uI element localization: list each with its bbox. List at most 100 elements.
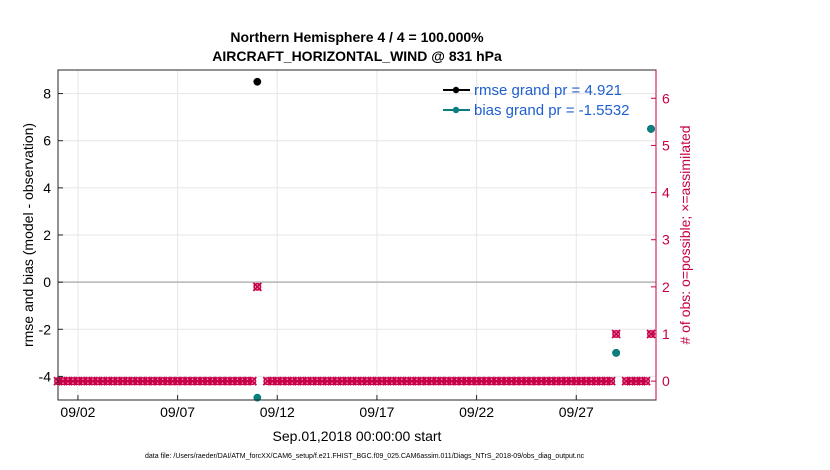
obs-assimilated-cross bbox=[641, 376, 651, 386]
obs-possible-circle bbox=[108, 377, 117, 386]
obs-possible-circle bbox=[552, 377, 561, 386]
obs-assimilated-cross bbox=[247, 376, 257, 386]
obs-possible-circle bbox=[228, 377, 237, 386]
obs-possible-circle bbox=[577, 377, 586, 386]
obs-possible-circle bbox=[432, 377, 441, 386]
obs-possible-circle bbox=[607, 377, 616, 386]
y-tick-label-right: 2 bbox=[662, 279, 670, 295]
obs-possible-circle bbox=[343, 377, 352, 386]
obs-possible-circle bbox=[597, 377, 606, 386]
obs-possible-circle bbox=[357, 377, 366, 386]
obs-possible-circle bbox=[193, 377, 202, 386]
x-tick-label: 09/17 bbox=[359, 404, 394, 420]
obs-possible-circle bbox=[298, 377, 307, 386]
y-tick-label-left: -2 bbox=[39, 321, 52, 337]
obs-assimilated-cross bbox=[606, 376, 616, 386]
obs-possible-circle bbox=[123, 377, 132, 386]
obs-possible-circle bbox=[412, 377, 421, 386]
y-tick-label-left: -4 bbox=[39, 368, 52, 384]
obs-possible-circle bbox=[288, 377, 297, 386]
y-tick-label-left: 6 bbox=[43, 133, 51, 149]
obs-possible-circle bbox=[283, 377, 292, 386]
obs-possible-circle bbox=[522, 377, 531, 386]
obs-possible-circle bbox=[422, 377, 431, 386]
obs-possible-circle bbox=[632, 377, 641, 386]
obs-possible-circle bbox=[238, 377, 247, 386]
obs-possible-circle bbox=[352, 377, 361, 386]
x-tick-label: 09/02 bbox=[60, 404, 95, 420]
obs-possible-circle bbox=[98, 377, 107, 386]
y-tick-label-left: 2 bbox=[43, 227, 51, 243]
obs-count-marker bbox=[247, 376, 257, 386]
obs-possible-circle bbox=[268, 377, 277, 386]
obs-possible-circle bbox=[183, 377, 192, 386]
obs-possible-circle bbox=[253, 282, 262, 291]
obs-possible-circle bbox=[248, 377, 257, 386]
ticks-layer: 09/02 09/07 09/12 09/17 09/22 09/27 -4 -2 0 2 4 6 8 0… bbox=[39, 70, 670, 420]
obs-possible-circle bbox=[542, 377, 551, 386]
obs-possible-circle bbox=[243, 377, 252, 386]
obs-assimilated-cross bbox=[611, 329, 621, 339]
y-tick-label-right: 5 bbox=[662, 137, 670, 153]
bias-point bbox=[647, 125, 655, 133]
x-tick-label: 09/07 bbox=[160, 404, 195, 420]
obs-possible-circle bbox=[537, 377, 546, 386]
obs-possible-circle bbox=[562, 377, 571, 386]
obs-possible-circle bbox=[83, 377, 92, 386]
obs-possible-circle bbox=[113, 377, 122, 386]
obs-possible-circle bbox=[188, 377, 197, 386]
y-tick-label-right: 0 bbox=[662, 373, 670, 389]
obs-possible-circle bbox=[387, 377, 396, 386]
y-axis-label-left: rmse and bias (model - observation) bbox=[20, 123, 36, 347]
obs-possible-circle bbox=[223, 377, 232, 386]
obs-possible-circle bbox=[502, 377, 511, 386]
obs-possible-circle bbox=[492, 377, 501, 386]
obs-possible-circle bbox=[73, 377, 82, 386]
obs-count-marker bbox=[611, 329, 621, 339]
obs-possible-circle bbox=[507, 377, 516, 386]
obs-possible-circle bbox=[273, 377, 282, 386]
obs-possible-circle bbox=[407, 377, 416, 386]
obs-possible-circle bbox=[482, 377, 491, 386]
obs-possible-circle bbox=[218, 377, 227, 386]
obs-possible-circle bbox=[602, 377, 611, 386]
obs-possible-circle bbox=[88, 377, 97, 386]
obs-possible-circle bbox=[447, 377, 456, 386]
x-axis-label: Sep.01,2018 00:00:00 start bbox=[273, 428, 442, 444]
obs-possible-circle bbox=[427, 377, 436, 386]
obs-possible-circle bbox=[462, 377, 471, 386]
obs-possible-circle bbox=[627, 377, 636, 386]
obs-possible-circle bbox=[158, 377, 167, 386]
obs-possible-circle bbox=[318, 377, 327, 386]
obs-possible-circle bbox=[372, 377, 381, 386]
obs-possible-circle bbox=[377, 377, 386, 386]
x-tick-label: 09/12 bbox=[260, 404, 295, 420]
x-tick-label: 09/27 bbox=[559, 404, 594, 420]
y-tick-label-right: 6 bbox=[662, 90, 670, 106]
obs-possible-circle bbox=[457, 377, 466, 386]
y-tick-label-left: 8 bbox=[43, 86, 51, 102]
obs-assimilated-cross bbox=[252, 282, 262, 292]
obs-possible-circle bbox=[472, 377, 481, 386]
obs-possible-circle bbox=[397, 377, 406, 386]
y-tick-label-left: 4 bbox=[43, 180, 51, 196]
bias-point bbox=[253, 393, 262, 402]
y-tick-label-right: 1 bbox=[662, 326, 670, 342]
bias-point bbox=[612, 348, 621, 357]
obs-possible-circle bbox=[68, 377, 77, 386]
obs-possible-circle bbox=[512, 377, 521, 386]
grid-layer bbox=[58, 70, 656, 400]
obs-possible-circle bbox=[637, 377, 646, 386]
obs-count-layer bbox=[53, 282, 656, 386]
obs-possible-circle bbox=[487, 377, 496, 386]
obs-possible-circle bbox=[362, 377, 371, 386]
obs-possible-circle bbox=[133, 377, 142, 386]
obs-possible-circle bbox=[58, 377, 67, 386]
data-file-footer: data file: /Users/raeder/DAI/ATM_forcXX/… bbox=[145, 453, 585, 460]
obs-possible-circle bbox=[153, 377, 162, 386]
obs-possible-circle bbox=[148, 377, 157, 386]
obs-possible-circle bbox=[587, 377, 596, 386]
obs-possible-circle bbox=[138, 377, 147, 386]
obs-possible-circle bbox=[402, 377, 411, 386]
